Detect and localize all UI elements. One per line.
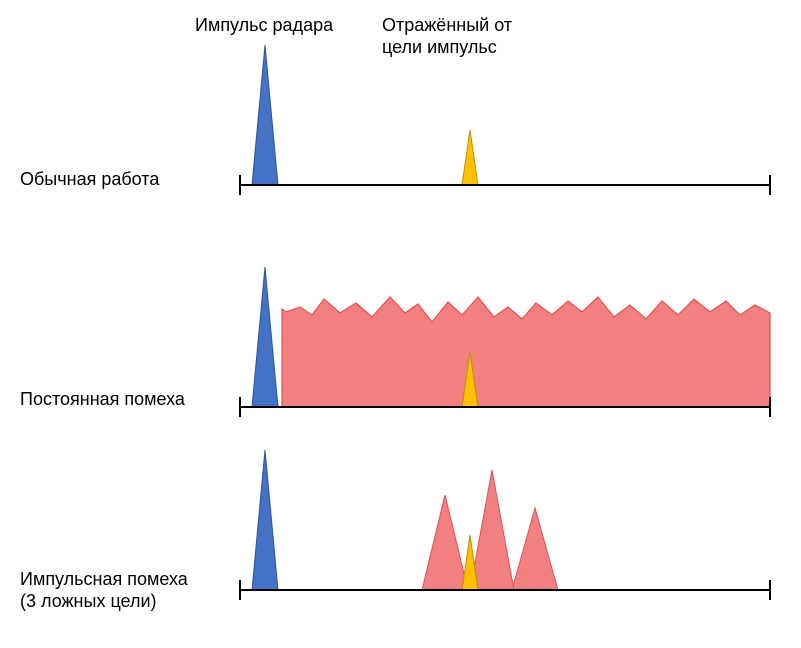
row-label-pulse-jam-line2: (3 ложных цели) (20, 590, 157, 613)
row2-noise-jam (282, 297, 770, 407)
row-label-normal: Обычная работа (20, 168, 159, 191)
row3-false-target-2 (470, 470, 514, 590)
row3-false-target-1 (422, 495, 468, 590)
row1-radar-pulse (252, 45, 278, 185)
label-echo-line1: Отражённый от (382, 14, 512, 37)
diagram-svg (0, 0, 801, 648)
row3-radar-pulse (252, 450, 278, 590)
row-label-constant-jam: Постоянная помеха (20, 388, 185, 411)
row1-target-echo (462, 130, 478, 185)
row3-false-target-3 (512, 508, 558, 590)
label-radar-pulse: Импульс радара (195, 14, 333, 37)
row2-radar-pulse (252, 267, 278, 407)
row-label-pulse-jam-line1: Импульсная помеха (20, 568, 188, 591)
label-echo-line2: цели импульс (382, 36, 497, 59)
